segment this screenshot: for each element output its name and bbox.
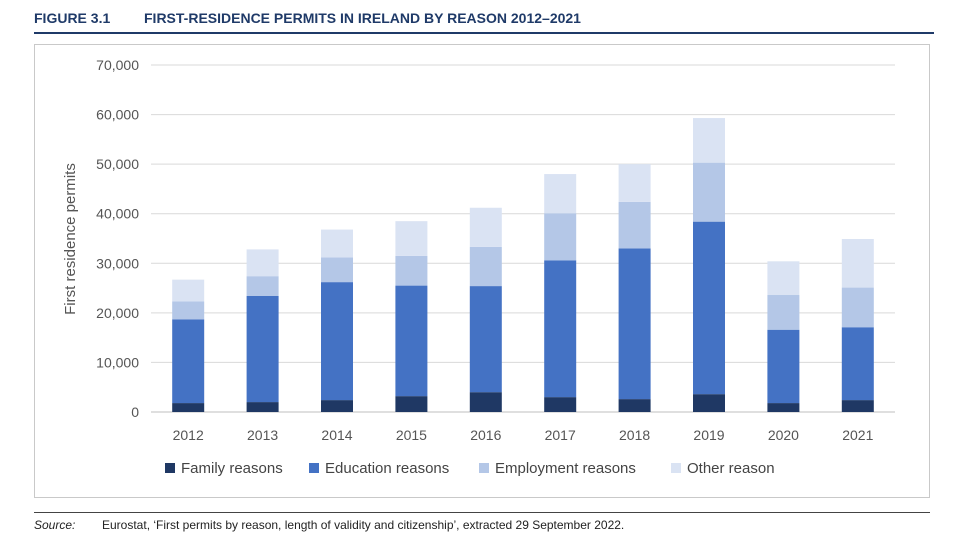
x-tick-labels: 2012 2013 2014 2015 2016 2017 2018 2019 2020 2021 — [173, 427, 874, 443]
legend-item: Family reasons — [165, 460, 283, 477]
x-tick-label: 2012 — [173, 427, 204, 443]
bar-segment-education-reasons — [841, 327, 874, 401]
bars — [172, 118, 874, 412]
bar-segment-employment-reasons — [693, 162, 725, 222]
bar-segment-family-reasons — [395, 396, 428, 412]
figure-number: FIGURE 3.1 — [34, 10, 111, 26]
bar-stack-2017 — [544, 174, 577, 412]
bar-segment-other-reason — [693, 118, 725, 163]
bar-segment-other-reason — [841, 238, 874, 288]
bar-segment-other-reason — [767, 261, 800, 296]
y-tick-label: 70,000 — [96, 57, 139, 73]
bar-stack-2016 — [469, 207, 502, 412]
bar-segment-family-reasons — [544, 397, 577, 412]
y-tick-label: 60,000 — [96, 107, 139, 123]
bar-segment-family-reasons — [767, 403, 800, 412]
x-tick-label: 2021 — [842, 427, 873, 443]
bar-segment-family-reasons — [321, 400, 353, 412]
legend-item: Education reasons — [309, 460, 449, 477]
legend-swatch — [309, 463, 319, 473]
bar-segment-employment-reasons — [321, 257, 353, 283]
legend-label: Family reasons — [181, 460, 283, 477]
bar-segment-education-reasons — [544, 260, 577, 398]
x-tick-label: 2017 — [545, 427, 576, 443]
x-tick-label: 2018 — [619, 427, 650, 443]
x-tick-label: 2013 — [247, 427, 278, 443]
bar-segment-employment-reasons — [395, 255, 428, 286]
bar-segment-other-reason — [246, 249, 279, 277]
bar-stack-2013 — [246, 249, 279, 412]
bar-segment-other-reason — [544, 174, 577, 214]
source-text: Eurostat, ‘First permits by reason, leng… — [102, 518, 625, 532]
figure-title: FIRST-RESIDENCE PERMITS IN IRELAND BY RE… — [144, 10, 581, 26]
legend-label: Other reason — [687, 460, 775, 477]
bar-segment-employment-reasons — [618, 201, 651, 249]
bar-segment-employment-reasons — [841, 287, 874, 328]
bar-segment-family-reasons — [246, 402, 279, 412]
bar-segment-other-reason — [469, 207, 502, 247]
bar-segment-family-reasons — [469, 392, 502, 412]
bar-segment-employment-reasons — [767, 295, 800, 330]
bar-segment-family-reasons — [172, 403, 205, 412]
x-tick-label: 2020 — [768, 427, 799, 443]
bar-segment-family-reasons — [618, 399, 651, 412]
bar-segment-education-reasons — [395, 285, 428, 397]
y-tick-labels: 0 10,000 20,000 30,000 40,000 50,000 60,000 70,… — [96, 57, 139, 420]
bar-stack-2020 — [767, 261, 800, 412]
bar-stack-2021 — [841, 238, 874, 412]
x-tick-label: 2016 — [470, 427, 501, 443]
bar-segment-employment-reasons — [469, 246, 502, 287]
y-tick-label: 20,000 — [96, 305, 139, 321]
x-tick-label: 2019 — [693, 427, 724, 443]
bar-segment-family-reasons — [841, 400, 874, 412]
bar-stack-2015 — [395, 221, 428, 412]
y-axis-label: First residence permits — [62, 163, 79, 315]
bar-segment-education-reasons — [246, 296, 279, 403]
x-tick-label: 2015 — [396, 427, 427, 443]
y-tick-label: 30,000 — [96, 255, 139, 271]
bar-segment-other-reason — [618, 164, 651, 202]
bar-segment-education-reasons — [767, 329, 800, 404]
bar-stack-2018 — [618, 164, 651, 412]
figure-header: FIGURE 3.1 FIRST-RESIDENCE PERMITS IN IR… — [34, 6, 934, 34]
legend-swatch — [671, 463, 681, 473]
bar-segment-other-reason — [172, 279, 205, 302]
chart-frame: 0 10,000 20,000 30,000 40,000 50,000 60,000 70,… — [34, 44, 930, 498]
bar-segment-employment-reasons — [246, 276, 279, 297]
bar-segment-education-reasons — [321, 282, 353, 401]
legend-swatch — [165, 463, 175, 473]
legend-label: Education reasons — [325, 460, 449, 477]
bar-stack-2019 — [693, 118, 725, 412]
legend: Family reasons Education reasons Employmen… — [165, 460, 775, 477]
y-tick-label: 10,000 — [96, 354, 139, 370]
legend-label: Employment reasons — [495, 460, 636, 477]
bar-segment-other-reason — [395, 221, 428, 256]
bar-stack-2014 — [321, 229, 353, 412]
source-divider — [34, 512, 930, 513]
source-label: Source: — [34, 518, 76, 532]
bar-stack-2012 — [172, 279, 205, 412]
y-tick-label: 0 — [131, 404, 139, 420]
bar-segment-employment-reasons — [544, 213, 577, 261]
y-tick-label: 40,000 — [96, 206, 139, 222]
bar-segment-education-reasons — [693, 221, 725, 395]
bar-segment-education-reasons — [172, 319, 205, 404]
legend-swatch — [479, 463, 489, 473]
bar-segment-other-reason — [321, 229, 353, 258]
bar-segment-family-reasons — [693, 394, 725, 412]
stacked-bar-chart: 0 10,000 20,000 30,000 40,000 50,000 60,000 70,… — [62, 57, 895, 477]
legend-item: Employment reasons — [479, 460, 636, 477]
x-tick-label: 2014 — [321, 427, 352, 443]
y-tick-label: 50,000 — [96, 156, 139, 172]
bar-segment-employment-reasons — [172, 301, 205, 320]
bar-segment-education-reasons — [618, 248, 651, 400]
bar-segment-education-reasons — [469, 286, 502, 393]
legend-item: Other reason — [671, 460, 775, 477]
